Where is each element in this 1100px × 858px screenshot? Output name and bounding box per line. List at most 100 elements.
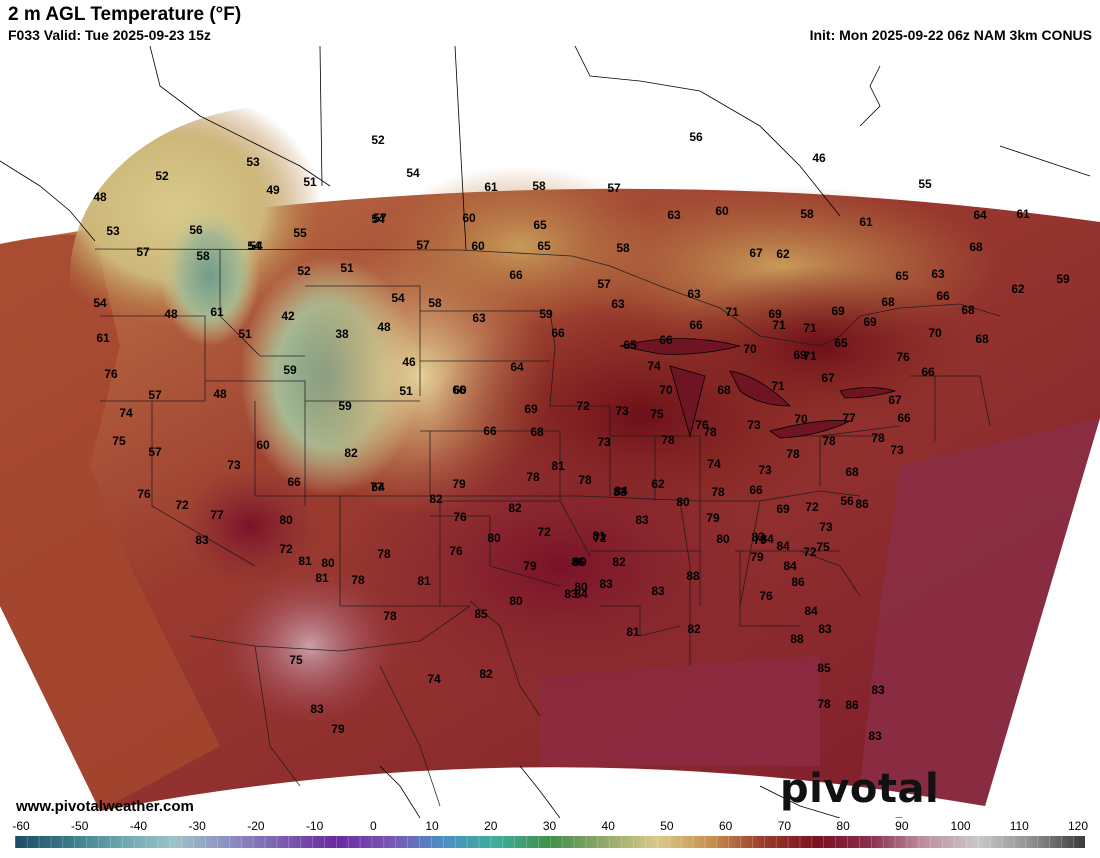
temperature-label: 84 — [776, 539, 790, 553]
temperature-labels: 52 56 46 53 52 54 51 49 61 58 57 55 48 53 56 57 58 54 55 54… — [93, 130, 1070, 743]
temperature-label: 57 — [136, 245, 150, 259]
temperature-label: 68 — [969, 240, 983, 254]
temperature-label: 81 — [315, 571, 329, 585]
temperature-label: 68 — [530, 425, 544, 439]
temperature-label: 78 — [383, 609, 397, 623]
colorbar: -60 -50 -40 -30 -20 -10 0 10 20 30 40 50 60 70 80 90 100… — [0, 818, 1100, 850]
temperature-label: 78 — [871, 431, 885, 445]
temperature-label: 67 — [888, 393, 902, 407]
temperature-label: 56 — [840, 494, 854, 508]
temperature-label: 80 — [574, 580, 588, 594]
colorbar-tick-label: 110 — [1009, 819, 1029, 833]
temperature-label: 70 — [659, 383, 673, 397]
temperature-label: 80 — [509, 594, 523, 608]
temperature-label: 72 — [803, 545, 817, 559]
temperature-label: 82 — [479, 667, 493, 681]
colorbar-tick-label: -20 — [247, 819, 265, 833]
great-lakes — [619, 338, 897, 439]
temperature-label: 64 — [510, 360, 524, 374]
temperature-label: 86 — [855, 497, 869, 511]
temperature-label: 71 — [803, 321, 817, 335]
temperature-label: 80 — [279, 513, 293, 527]
borders — [94, 248, 1001, 807]
site-url[interactable]: www.pivotalweather.com — [16, 798, 194, 815]
temperature-label: 70 — [928, 326, 942, 340]
colorbar-tick-label: -60 — [12, 819, 30, 833]
temperature-map[interactable]: 52 56 46 53 52 54 51 49 61 58 57 55 48 53 56 57 58 54 55 54… — [0, 46, 1100, 818]
temperature-label: 66 — [936, 289, 950, 303]
temperature-label: 83 — [599, 577, 613, 591]
temperature-label: 69 — [863, 315, 877, 329]
colorbar-tick-label: 100 — [950, 819, 971, 833]
temperature-label: 81 — [592, 529, 606, 543]
temperature-label: 49 — [266, 183, 280, 197]
temperature-label: 78 — [377, 547, 391, 561]
valid-time: F033 Valid: Tue 2025-09-23 15z — [8, 27, 211, 43]
temperature-label: 66 — [483, 424, 497, 438]
temperature-label: 65 — [623, 338, 637, 352]
temperature-label: 73 — [819, 520, 833, 534]
temperature-label: 75 — [816, 540, 830, 554]
colorbar-tick-label: 40 — [601, 819, 615, 833]
temperature-label: 81 — [298, 554, 312, 568]
temperature-label: 83 — [751, 530, 765, 544]
temperature-label: 73 — [758, 463, 772, 477]
temperature-label: 54 — [93, 296, 107, 310]
colorbar-tick-label: 10 — [425, 819, 439, 833]
temperature-label: 80 — [676, 495, 690, 509]
temperature-label: 76 — [759, 589, 773, 603]
temperature-label: 72 — [175, 498, 189, 512]
temperature-label: 71 — [725, 305, 739, 319]
colorbar-ticks: -60 -50 -40 -30 -20 -10 0 10 20 30 40 50 60 70 80 90 100… — [0, 818, 1100, 833]
temperature-label: 61 — [484, 180, 498, 194]
temperature-label: 83 — [871, 683, 885, 697]
map-title: 2 m AGL Temperature (°F) — [8, 4, 242, 25]
temperature-label: 57 — [416, 238, 430, 252]
temperature-label: 55 — [293, 226, 307, 240]
temperature-label: 52 — [297, 264, 311, 278]
temperature-label: 79 — [706, 511, 720, 525]
temperature-label: 77 — [842, 411, 856, 425]
temperature-label: 77 — [210, 508, 224, 522]
temperature-label: 73 — [615, 404, 629, 418]
temperature-label: 78 — [661, 433, 675, 447]
temperature-label: 80 — [716, 532, 730, 546]
temperature-label: 69 — [831, 304, 845, 318]
colorbar-scale — [15, 836, 1085, 848]
temperature-label: 71 — [803, 349, 817, 363]
temperature-label: 66 — [749, 483, 763, 497]
temperature-label: 83 — [564, 587, 578, 601]
temperature-label: 81 — [626, 625, 640, 639]
temperature-label: 72 — [537, 525, 551, 539]
temperature-label: 85 — [474, 607, 488, 621]
temperature-label: 63 — [667, 208, 681, 222]
temperature-label: 61 — [96, 331, 110, 345]
temperature-label: 65 — [533, 218, 547, 232]
temperature-label: 73 — [597, 435, 611, 449]
temperature-label: 76 — [695, 418, 709, 432]
temperature-label: 46 — [402, 355, 416, 369]
temperature-label: 86 — [791, 575, 805, 589]
temperature-label: 68 — [881, 295, 895, 309]
temperature-label: 60 — [462, 211, 476, 225]
temperature-label: 57 — [148, 445, 162, 459]
coastlines — [0, 46, 1091, 818]
temperature-label: 78 — [351, 573, 365, 587]
map-canvas: 52 56 46 53 52 54 51 49 61 58 57 55 48 53 56 57 58 54 55 54… — [0, 46, 1100, 818]
temperature-label: 66 — [452, 383, 466, 397]
temperature-label: 71 — [771, 379, 785, 393]
temperature-label: 66 — [551, 326, 565, 340]
temperature-label: 86 — [571, 555, 585, 569]
temperature-label: 66 — [689, 318, 703, 332]
temperature-label: 83 — [613, 485, 627, 499]
temperature-label: 65 — [895, 269, 909, 283]
temperature-label: 68 — [845, 465, 859, 479]
temperature-label: 88 — [790, 632, 804, 646]
temperature-label: 78 — [578, 473, 592, 487]
temperature-label: 66 — [509, 268, 523, 282]
temperature-label: 74 — [647, 359, 661, 373]
temperature-label: 83 — [651, 584, 665, 598]
temperature-label: 58 — [800, 207, 814, 221]
temperature-label: 61 — [859, 215, 873, 229]
temperature-label: 80 — [321, 556, 335, 570]
